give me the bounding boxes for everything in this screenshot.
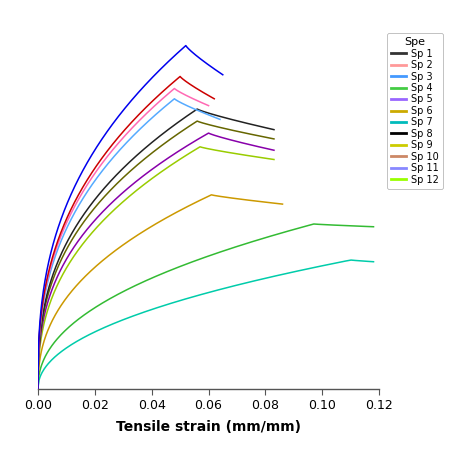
Legend: Sp 1, Sp 2, Sp 3, Sp 4, Sp 5, Sp 6, Sp 7, Sp 8, Sp 9, Sp 10, Sp 11, Sp 12: Sp 1, Sp 2, Sp 3, Sp 4, Sp 5, Sp 6, Sp 7… [387,33,443,189]
X-axis label: Tensile strain (mm/mm): Tensile strain (mm/mm) [116,420,301,435]
